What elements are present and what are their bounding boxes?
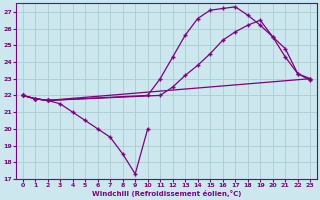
X-axis label: Windchill (Refroidissement éolien,°C): Windchill (Refroidissement éolien,°C) xyxy=(92,190,241,197)
